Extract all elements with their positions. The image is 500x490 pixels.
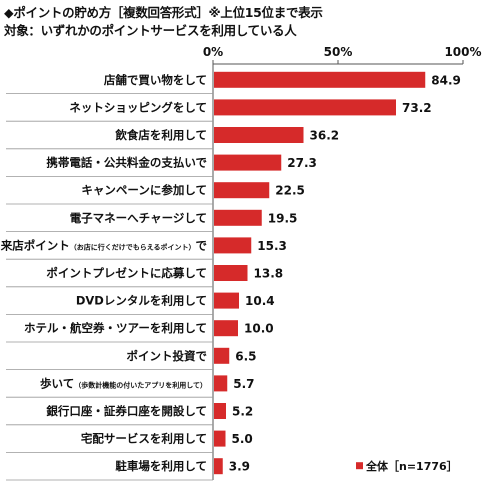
bar	[214, 154, 282, 171]
bar	[214, 209, 262, 226]
bar	[214, 71, 426, 88]
bar	[214, 182, 270, 199]
category-label: ホテル・航空券・ツアーを利用して	[24, 321, 207, 335]
bar	[214, 265, 248, 281]
value-label: 10.0	[244, 322, 274, 336]
value-label: 3.9	[229, 460, 250, 474]
bar	[214, 403, 226, 419]
category-label: 宅配サービスを利用して	[81, 432, 207, 446]
value-label: 19.5	[268, 211, 298, 225]
chart-title: ◆ポイントの貯め方［複数回答形式］※上位15位まで表示	[4, 5, 323, 20]
category-label: 店舗で買い物をして	[104, 73, 207, 87]
x-tick-label: 50%	[324, 45, 353, 59]
category-label: キャンペーンに参加して	[81, 183, 207, 197]
category-label: DVDレンタルを利用して	[76, 294, 207, 308]
bar	[214, 292, 239, 309]
category-label: ポイント投資で	[127, 349, 208, 363]
bar	[214, 99, 396, 116]
bar	[214, 347, 230, 364]
category-label: 銀行口座・証券口座を開設して	[46, 404, 207, 418]
legend-label: 全体［n=1776］	[365, 459, 458, 473]
value-label: 27.3	[287, 156, 317, 170]
category-label: ポイントプレゼントに応募して	[46, 266, 207, 280]
category-label: 飲食店を利用して	[114, 128, 207, 142]
legend-swatch	[356, 462, 363, 470]
category-label: 駐車場を利用して	[115, 459, 207, 473]
category-label: 歩いて（歩数計機能の付いたアプリを利用して）	[40, 376, 207, 390]
value-label: 15.3	[257, 239, 287, 253]
bar	[214, 237, 252, 254]
x-tick-label: 0%	[203, 45, 223, 59]
value-label: 36.2	[310, 129, 340, 143]
category-label: 電子マネーへチャージして	[70, 211, 207, 225]
value-label: 5.7	[233, 377, 254, 391]
value-label: 22.5	[275, 184, 305, 198]
value-label: 73.2	[402, 101, 432, 115]
category-label: 携帯電話・公共料金の支払いで	[46, 156, 207, 170]
category-label: ネットショッピングをして	[69, 100, 207, 114]
bar	[214, 430, 226, 447]
value-label: 6.5	[235, 349, 256, 363]
bar	[214, 458, 223, 475]
value-label: 5.0	[232, 432, 253, 446]
value-label: 5.2	[232, 405, 253, 419]
category-label: 来店ポイント（お店に行くだけでもらえるポイント）で	[0, 238, 207, 252]
bar	[214, 375, 228, 392]
value-label: 13.8	[254, 267, 284, 281]
chart-subtitle: 対象：いずれかのポイントサービスを利用している人	[4, 23, 297, 38]
bar	[214, 320, 238, 337]
x-tick-label: 100%	[444, 45, 481, 59]
value-label: 10.4	[245, 294, 275, 308]
bar	[214, 127, 304, 143]
value-label: 84.9	[431, 73, 461, 87]
